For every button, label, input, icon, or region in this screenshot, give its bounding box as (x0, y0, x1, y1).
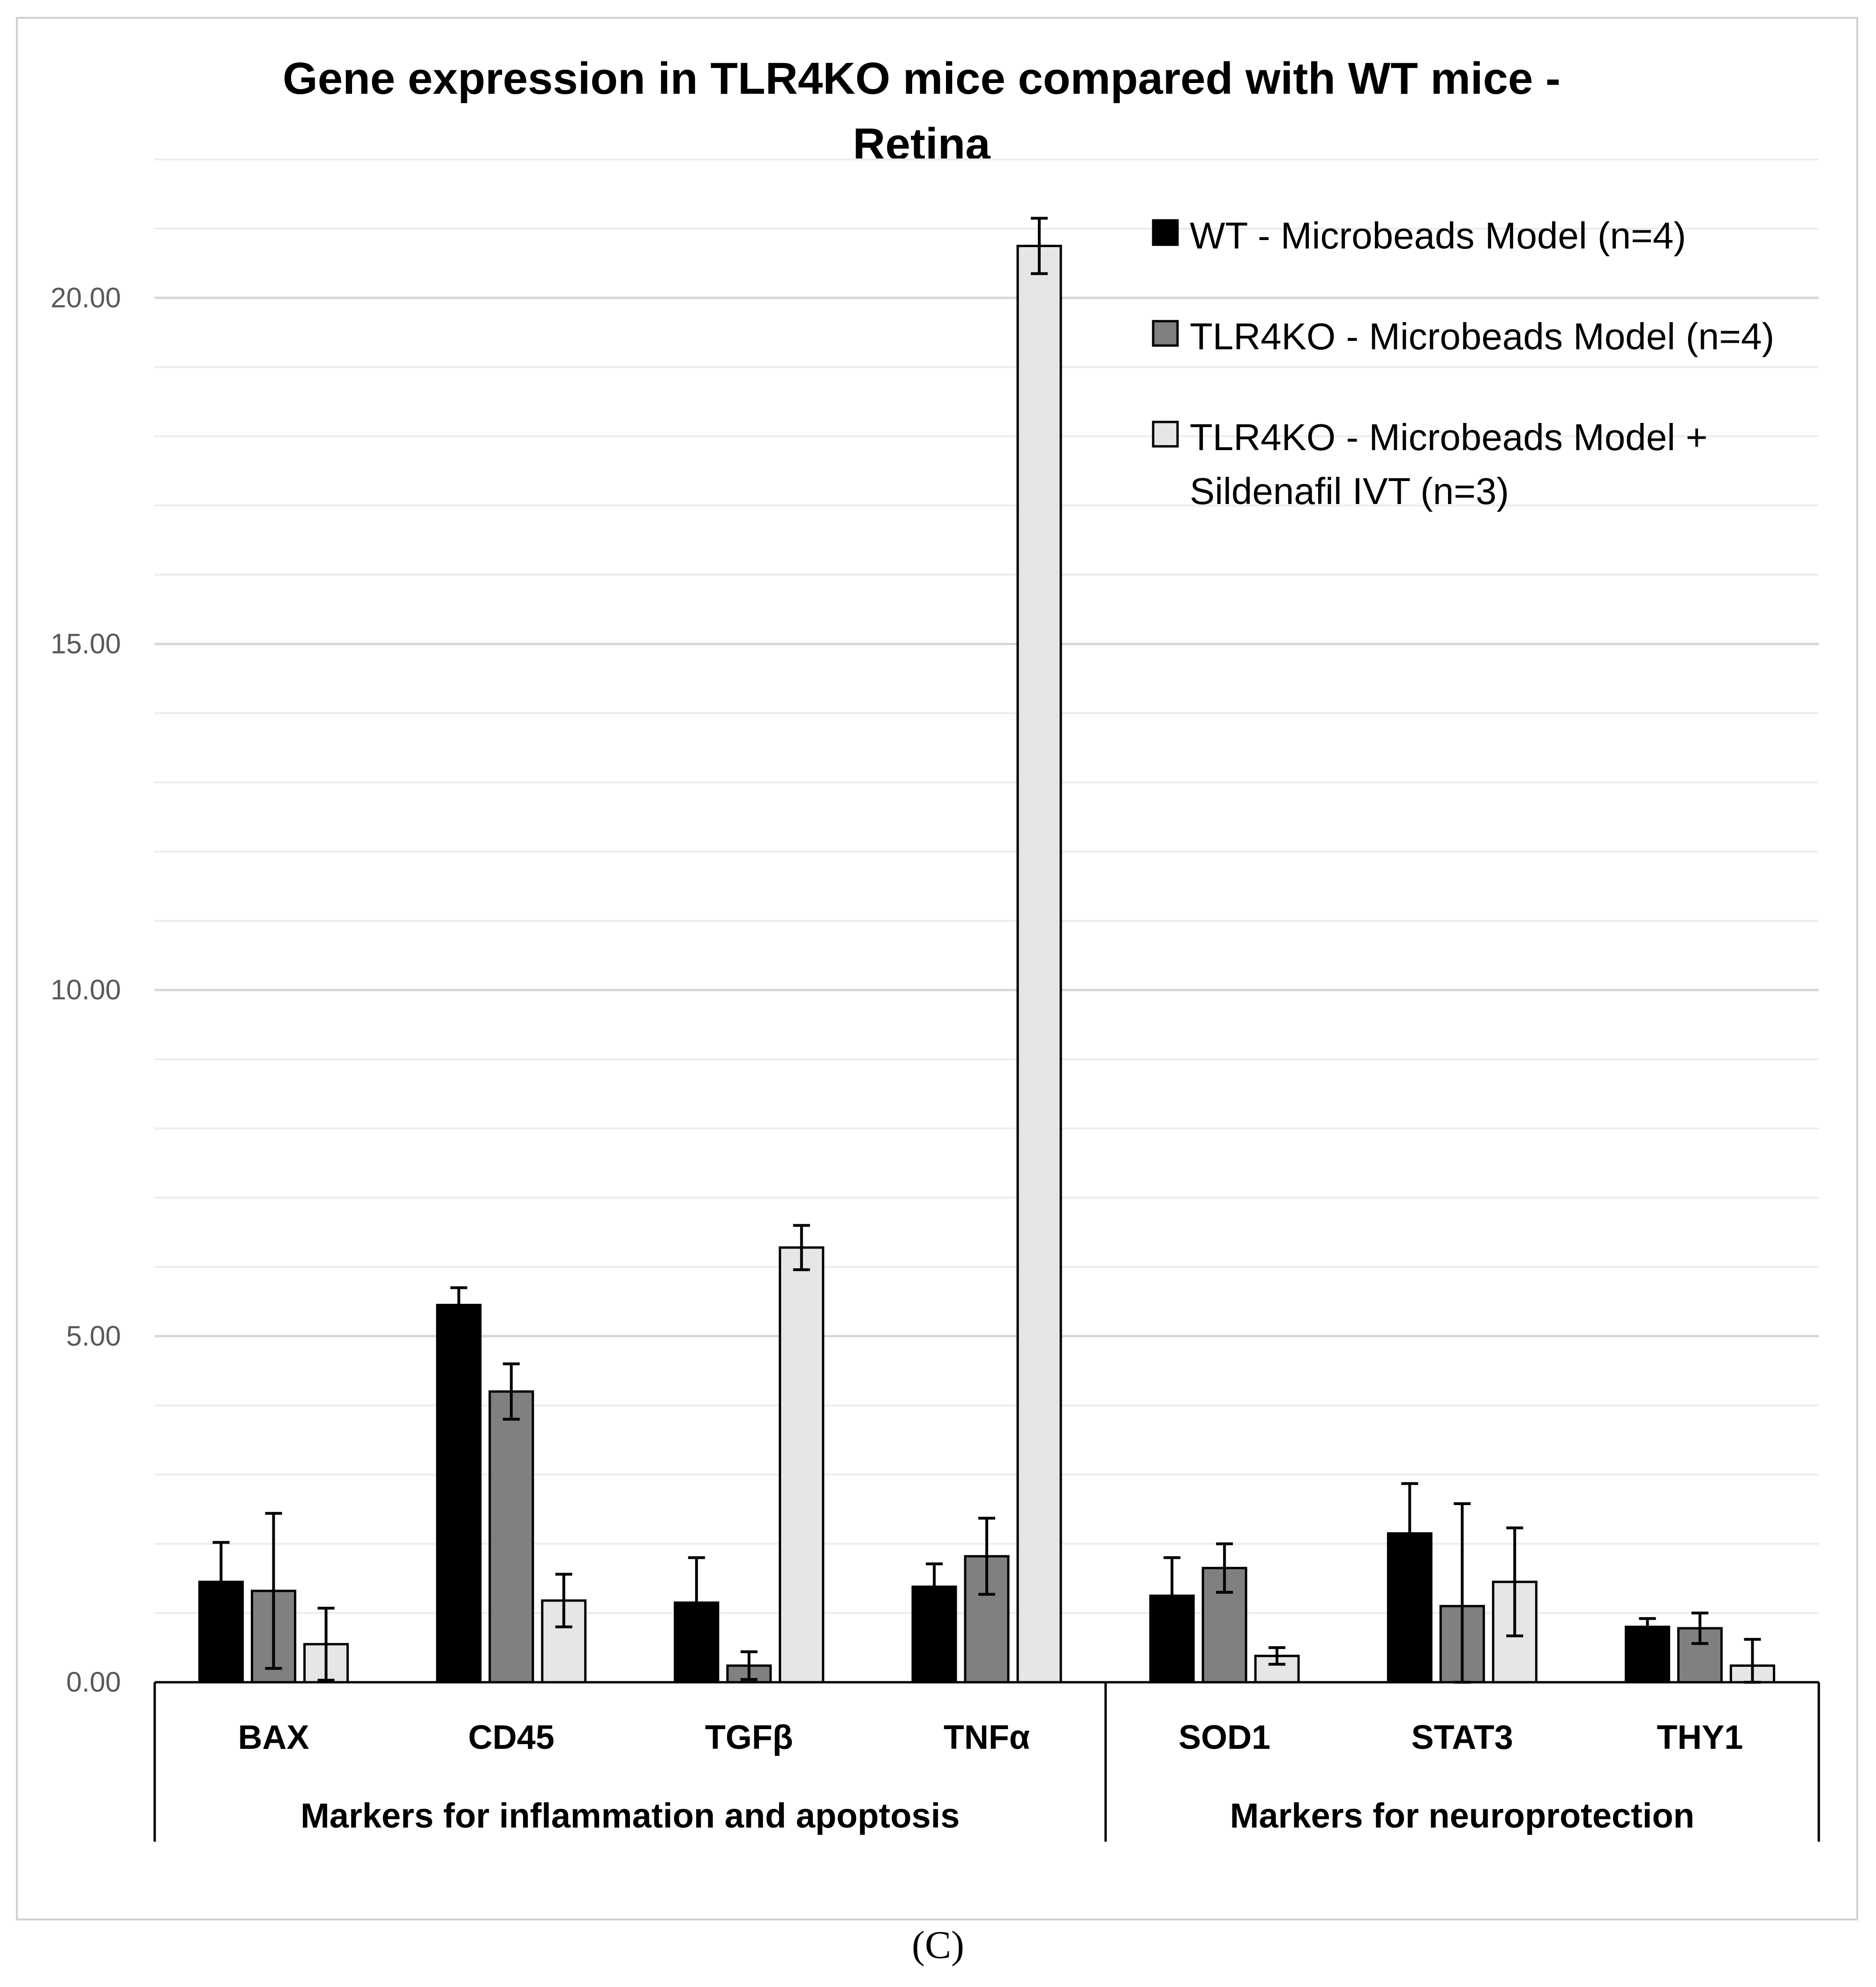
x-axis: BAX CD45 TGFβ TNFα SOD1 STAT3 THY1 Markers for … (153, 1681, 1820, 1842)
x-tick-label: CD45 (468, 1719, 555, 1756)
figure-caption: (C) (912, 1923, 964, 1967)
x-tick-label: TNFα (944, 1719, 1030, 1756)
legend-swatch (1152, 320, 1179, 347)
group-label: Markers for neuroprotection (1230, 1796, 1695, 1835)
y-tick-label: 5.00 (66, 1320, 121, 1352)
bar (779, 1246, 825, 1684)
x-tick-label: BAX (238, 1719, 309, 1756)
y-tick-label: 0.00 (66, 1666, 121, 1698)
x-tick-label: TGFβ (705, 1719, 793, 1756)
group-label: Markers for inflammation and apoptosis (300, 1796, 960, 1835)
legend-swatch (1152, 219, 1179, 246)
legend-swatch (1152, 421, 1179, 448)
chart-title-line-2: Retina (853, 119, 991, 169)
y-tick-label: 15.00 (51, 628, 121, 659)
y-axis-ticks: 0.00 5.00 10.00 15.00 20.00 (51, 282, 121, 1698)
gridlines (155, 158, 1819, 1614)
x-tick-label: THY1 (1657, 1719, 1743, 1756)
x-tick-label: SOD1 (1178, 1719, 1270, 1756)
legend: WT - Microbeads Model (n=4) TLR4KO - Micr… (1152, 215, 1774, 512)
bar (436, 1303, 482, 1684)
bar (488, 1390, 534, 1684)
bars (198, 217, 1775, 1684)
chart-title: Gene expression in TLR4KO mice compared … (283, 53, 1561, 104)
x-tick-label: STAT3 (1411, 1719, 1513, 1756)
legend-label: TLR4KO - Microbeads Model (n=4) (1190, 316, 1774, 357)
legend-label: TLR4KO - Microbeads Model + (1190, 416, 1708, 458)
y-tick-label: 10.00 (51, 974, 121, 1006)
y-tick-label: 20.00 (51, 282, 121, 313)
chart-frame (16, 17, 1858, 1920)
bar (1016, 245, 1062, 1684)
legend-label: WT - Microbeads Model (n=4) (1190, 215, 1686, 256)
legend-label: Sildenafil IVT (n=3) (1190, 470, 1509, 512)
bar (1254, 1655, 1300, 1684)
